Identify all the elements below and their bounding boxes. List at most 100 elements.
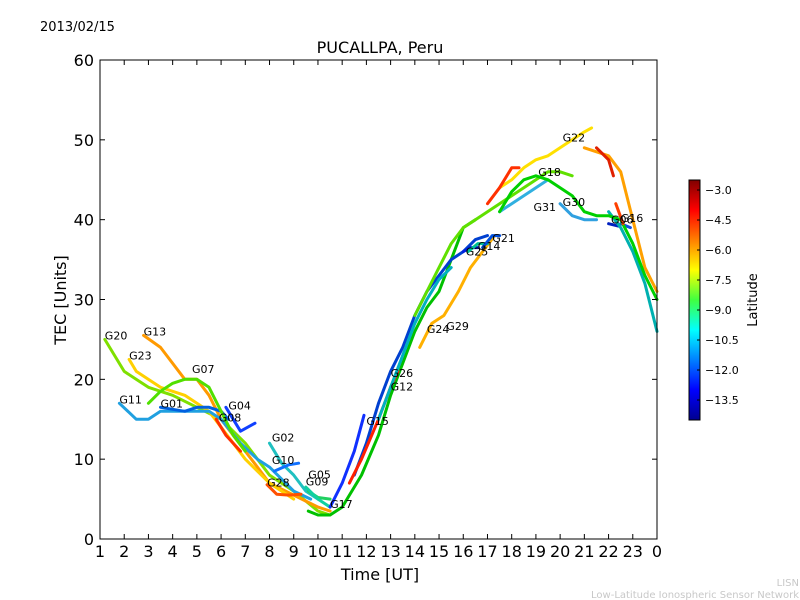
colorbar-tick-label: −9.0 bbox=[705, 304, 732, 317]
credit-long: Low-Latitude Ionospheric Sensor Network bbox=[591, 590, 799, 600]
series-label-g05: G05 bbox=[308, 468, 331, 481]
x-tick-label: 0 bbox=[652, 542, 662, 561]
series-line-g15 bbox=[328, 413, 366, 509]
colorbar-title: Latitude bbox=[746, 273, 761, 327]
series-label-g10: G10 bbox=[272, 454, 295, 467]
series-line-g32 bbox=[498, 174, 659, 301]
x-tick-label: 23 bbox=[623, 542, 643, 561]
colorbar-tick-label: −6.0 bbox=[705, 244, 732, 257]
series-label-g14: G14 bbox=[478, 240, 501, 253]
series-line-g22 bbox=[498, 126, 594, 190]
series-label-g11: G11 bbox=[119, 393, 142, 406]
series-label-g16: G16 bbox=[621, 212, 644, 225]
series-label-g24: G24 bbox=[427, 323, 450, 336]
series-line-g07 bbox=[146, 377, 247, 453]
x-tick-label: 11 bbox=[332, 542, 352, 561]
y-tick-label: 30 bbox=[74, 291, 94, 310]
series-label-g26: G26 bbox=[391, 367, 414, 380]
series-label-g13: G13 bbox=[144, 325, 167, 338]
series-label-g17: G17 bbox=[330, 498, 353, 511]
x-axis-title: Time [UT] bbox=[340, 565, 419, 584]
series-line-g08 bbox=[214, 417, 242, 453]
y-tick-label: 50 bbox=[74, 131, 94, 150]
x-tick-label: 2 bbox=[119, 542, 129, 561]
x-tick-label: 8 bbox=[264, 542, 274, 561]
series-label-g07: G07 bbox=[192, 363, 215, 376]
x-tick-label: 20 bbox=[550, 542, 570, 561]
y-tick-label: 10 bbox=[74, 450, 94, 469]
x-tick-label: 6 bbox=[216, 542, 226, 561]
colorbar-tick-label: −4.5 bbox=[705, 214, 732, 227]
series-line-g27 bbox=[582, 146, 659, 293]
series-label-g22: G22 bbox=[563, 131, 586, 144]
x-tick-label: 21 bbox=[574, 542, 594, 561]
series-line-g31 bbox=[498, 178, 550, 214]
series-label-g01: G01 bbox=[161, 397, 184, 410]
date-label: 2013/02/15 bbox=[40, 20, 115, 35]
series-line-g29 bbox=[418, 234, 497, 349]
x-tick-label: 17 bbox=[477, 542, 497, 561]
series-line-g06 bbox=[607, 222, 620, 228]
y-tick-label: 40 bbox=[74, 211, 94, 230]
x-tick-label: 5 bbox=[192, 542, 202, 561]
x-tick-label: 13 bbox=[380, 542, 400, 561]
series-line-g21 bbox=[481, 234, 502, 250]
x-tick-label: 9 bbox=[289, 542, 299, 561]
series-line-g34 bbox=[614, 202, 625, 226]
series-label-g18: G18 bbox=[538, 166, 561, 179]
colorbar-tick-label: −13.5 bbox=[705, 394, 739, 407]
credit-short: LISN bbox=[777, 578, 799, 589]
series-line-g17 bbox=[306, 218, 477, 517]
x-tick-label: 16 bbox=[453, 542, 473, 561]
series-line-g28 bbox=[265, 483, 303, 497]
x-tick-label: 14 bbox=[405, 542, 425, 561]
x-tick-label: 10 bbox=[308, 542, 328, 561]
series-line-g03 bbox=[486, 166, 521, 206]
x-tick-label: 15 bbox=[429, 542, 449, 561]
series-label-g21: G21 bbox=[492, 232, 515, 245]
series-label-g31: G31 bbox=[534, 201, 557, 214]
colorbar-tick-label: −7.5 bbox=[705, 274, 732, 287]
y-axis: 0 10 20 30 40 50 60 bbox=[74, 51, 657, 549]
series-label-g28: G28 bbox=[267, 476, 290, 489]
series-label-g30: G30 bbox=[563, 196, 586, 209]
colorbar bbox=[688, 179, 701, 421]
colorbar-tick-label: −12.0 bbox=[705, 364, 739, 377]
y-axis-title: TEC [Units] bbox=[51, 255, 70, 346]
series-label-g23: G23 bbox=[129, 349, 152, 362]
y-tick-label: 20 bbox=[74, 370, 94, 389]
colorbar-tick-label: −10.5 bbox=[705, 334, 739, 347]
series-label-g12: G12 bbox=[391, 381, 414, 394]
series-line-g18 bbox=[413, 170, 574, 317]
series-label-g09: G09 bbox=[306, 476, 329, 489]
series-label-g20: G20 bbox=[105, 329, 128, 342]
x-tick-label: 12 bbox=[356, 542, 376, 561]
y-tick-label: 0 bbox=[84, 530, 94, 549]
series-line-g20 bbox=[103, 337, 332, 517]
series-line-g30 bbox=[558, 202, 598, 222]
colorbar-tick-label: −3.0 bbox=[705, 184, 732, 197]
series-line-g09 bbox=[304, 485, 332, 509]
series-line-g25 bbox=[461, 246, 480, 254]
series-line-g19 bbox=[607, 210, 659, 333]
chart-title: PUCALLPA, Peru bbox=[317, 38, 444, 57]
x-tick-label: 18 bbox=[502, 542, 522, 561]
series-label-g08: G08 bbox=[219, 412, 242, 425]
colorbar-ticks: −3.0 −4.5 −6.0 −7.5 −9.0 −10.5 −12.0 −13.5 bbox=[697, 184, 739, 407]
series-line-g04 bbox=[224, 405, 257, 433]
series-layer bbox=[103, 126, 659, 517]
x-tick-label: 4 bbox=[168, 542, 178, 561]
series-label-g25: G25 bbox=[466, 246, 489, 259]
x-tick-label: 3 bbox=[143, 542, 153, 561]
series-label-g02: G02 bbox=[272, 432, 295, 445]
x-tick-label: 1 bbox=[95, 542, 105, 561]
series-label-g29: G29 bbox=[446, 320, 469, 333]
y-tick-label: 60 bbox=[74, 51, 94, 70]
series-line-g33 bbox=[595, 146, 615, 178]
series-label-g04: G04 bbox=[228, 400, 251, 413]
x-axis: 1 2 3 4 5 6 7 8 9 10 11 12 13 14 15 16 17 18 19 20 21 22 23 0 bbox=[95, 60, 662, 561]
series-line-g24 bbox=[377, 266, 453, 421]
x-tick-label: 19 bbox=[526, 542, 546, 561]
x-tick-label: 22 bbox=[598, 542, 618, 561]
